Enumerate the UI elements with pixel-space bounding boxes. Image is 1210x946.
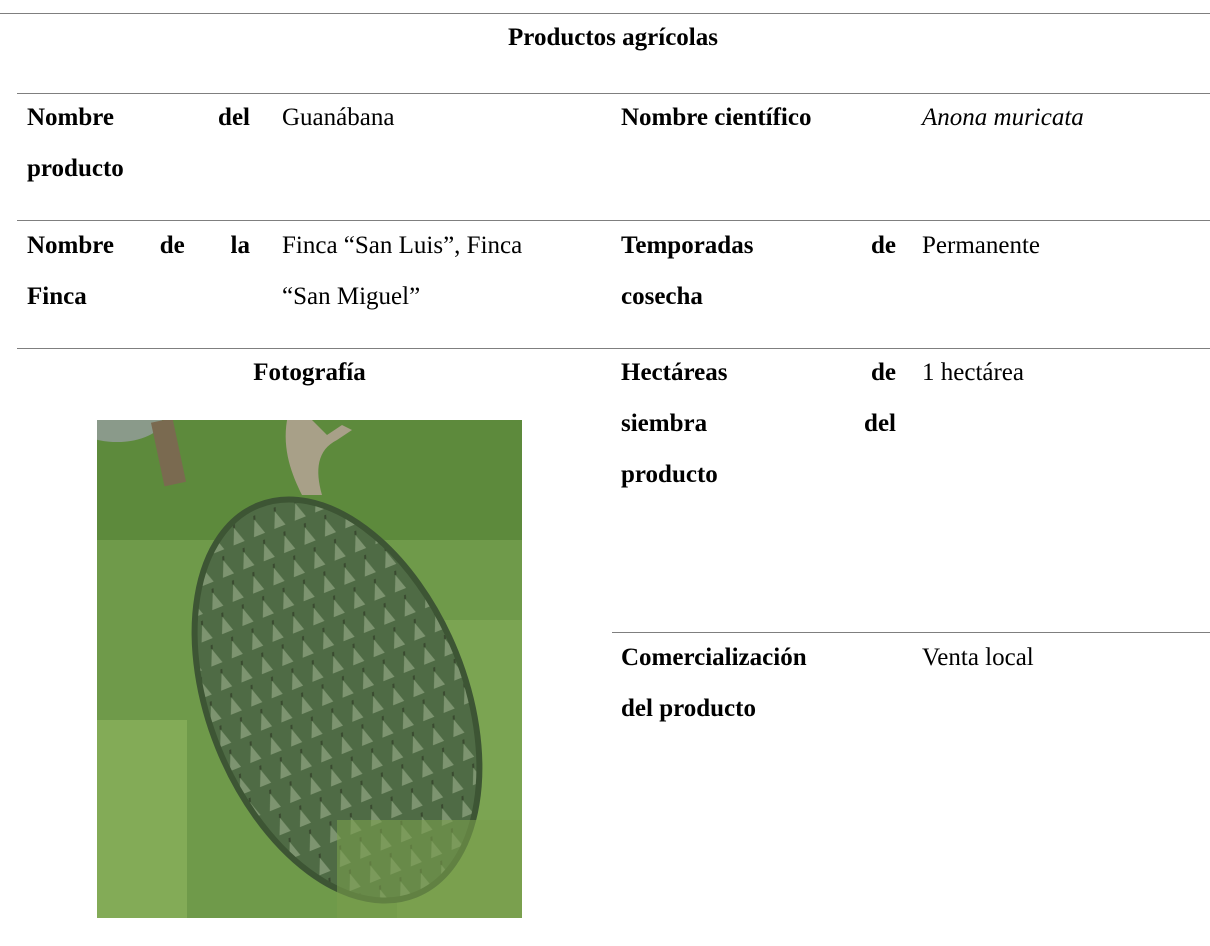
table-title: Productos agrícolas	[508, 24, 718, 51]
label-line: Nombre científico	[621, 104, 812, 131]
value: Venta local	[922, 632, 1202, 683]
label: Nombre de la Finca	[27, 220, 250, 322]
label-line: Hectáreas de	[621, 359, 896, 386]
value: Permanente	[922, 220, 1202, 271]
label-line: Temporadas de	[621, 232, 896, 259]
photo-label: Fotografía	[253, 359, 366, 386]
rule	[0, 13, 1210, 14]
label: Hectáreas de siembra del producto	[621, 347, 896, 500]
value-line: “San Miguel”	[282, 283, 421, 310]
label: Temporadas de cosecha	[621, 220, 896, 322]
label-line: Comercialización	[621, 644, 807, 671]
value: Guanábana	[282, 92, 592, 143]
value-line: 1 hectárea	[922, 359, 1025, 386]
rule	[612, 632, 1210, 633]
value-line: Finca “San Luis”, Finca	[282, 232, 523, 259]
value-line: Anona muricata	[922, 104, 1084, 131]
value: 1 hectárea	[922, 347, 1202, 398]
label: Nombre científico	[621, 92, 896, 143]
label-line: producto	[621, 461, 718, 488]
value-line: Venta local	[922, 644, 1034, 671]
value: Anona muricata	[922, 92, 1202, 143]
photo	[97, 420, 522, 918]
rule	[17, 93, 1210, 94]
label: Nombre del producto	[27, 92, 250, 194]
label-line: Nombre del	[27, 104, 250, 131]
value-line: Permanente	[922, 232, 1041, 259]
label-line: Nombre de la	[27, 232, 250, 259]
rule	[17, 348, 1210, 349]
label-line: del producto	[621, 695, 756, 722]
label-line: cosecha	[621, 283, 703, 310]
value-line: Guanábana	[282, 104, 395, 131]
label: Comercialización del producto	[621, 632, 896, 734]
rule	[17, 220, 1210, 221]
label-line: Finca	[27, 283, 87, 310]
value: Finca “San Luis”, Finca “San Miguel”	[282, 220, 592, 322]
label-line: producto	[27, 155, 124, 182]
label-line: siembra del	[621, 410, 896, 437]
